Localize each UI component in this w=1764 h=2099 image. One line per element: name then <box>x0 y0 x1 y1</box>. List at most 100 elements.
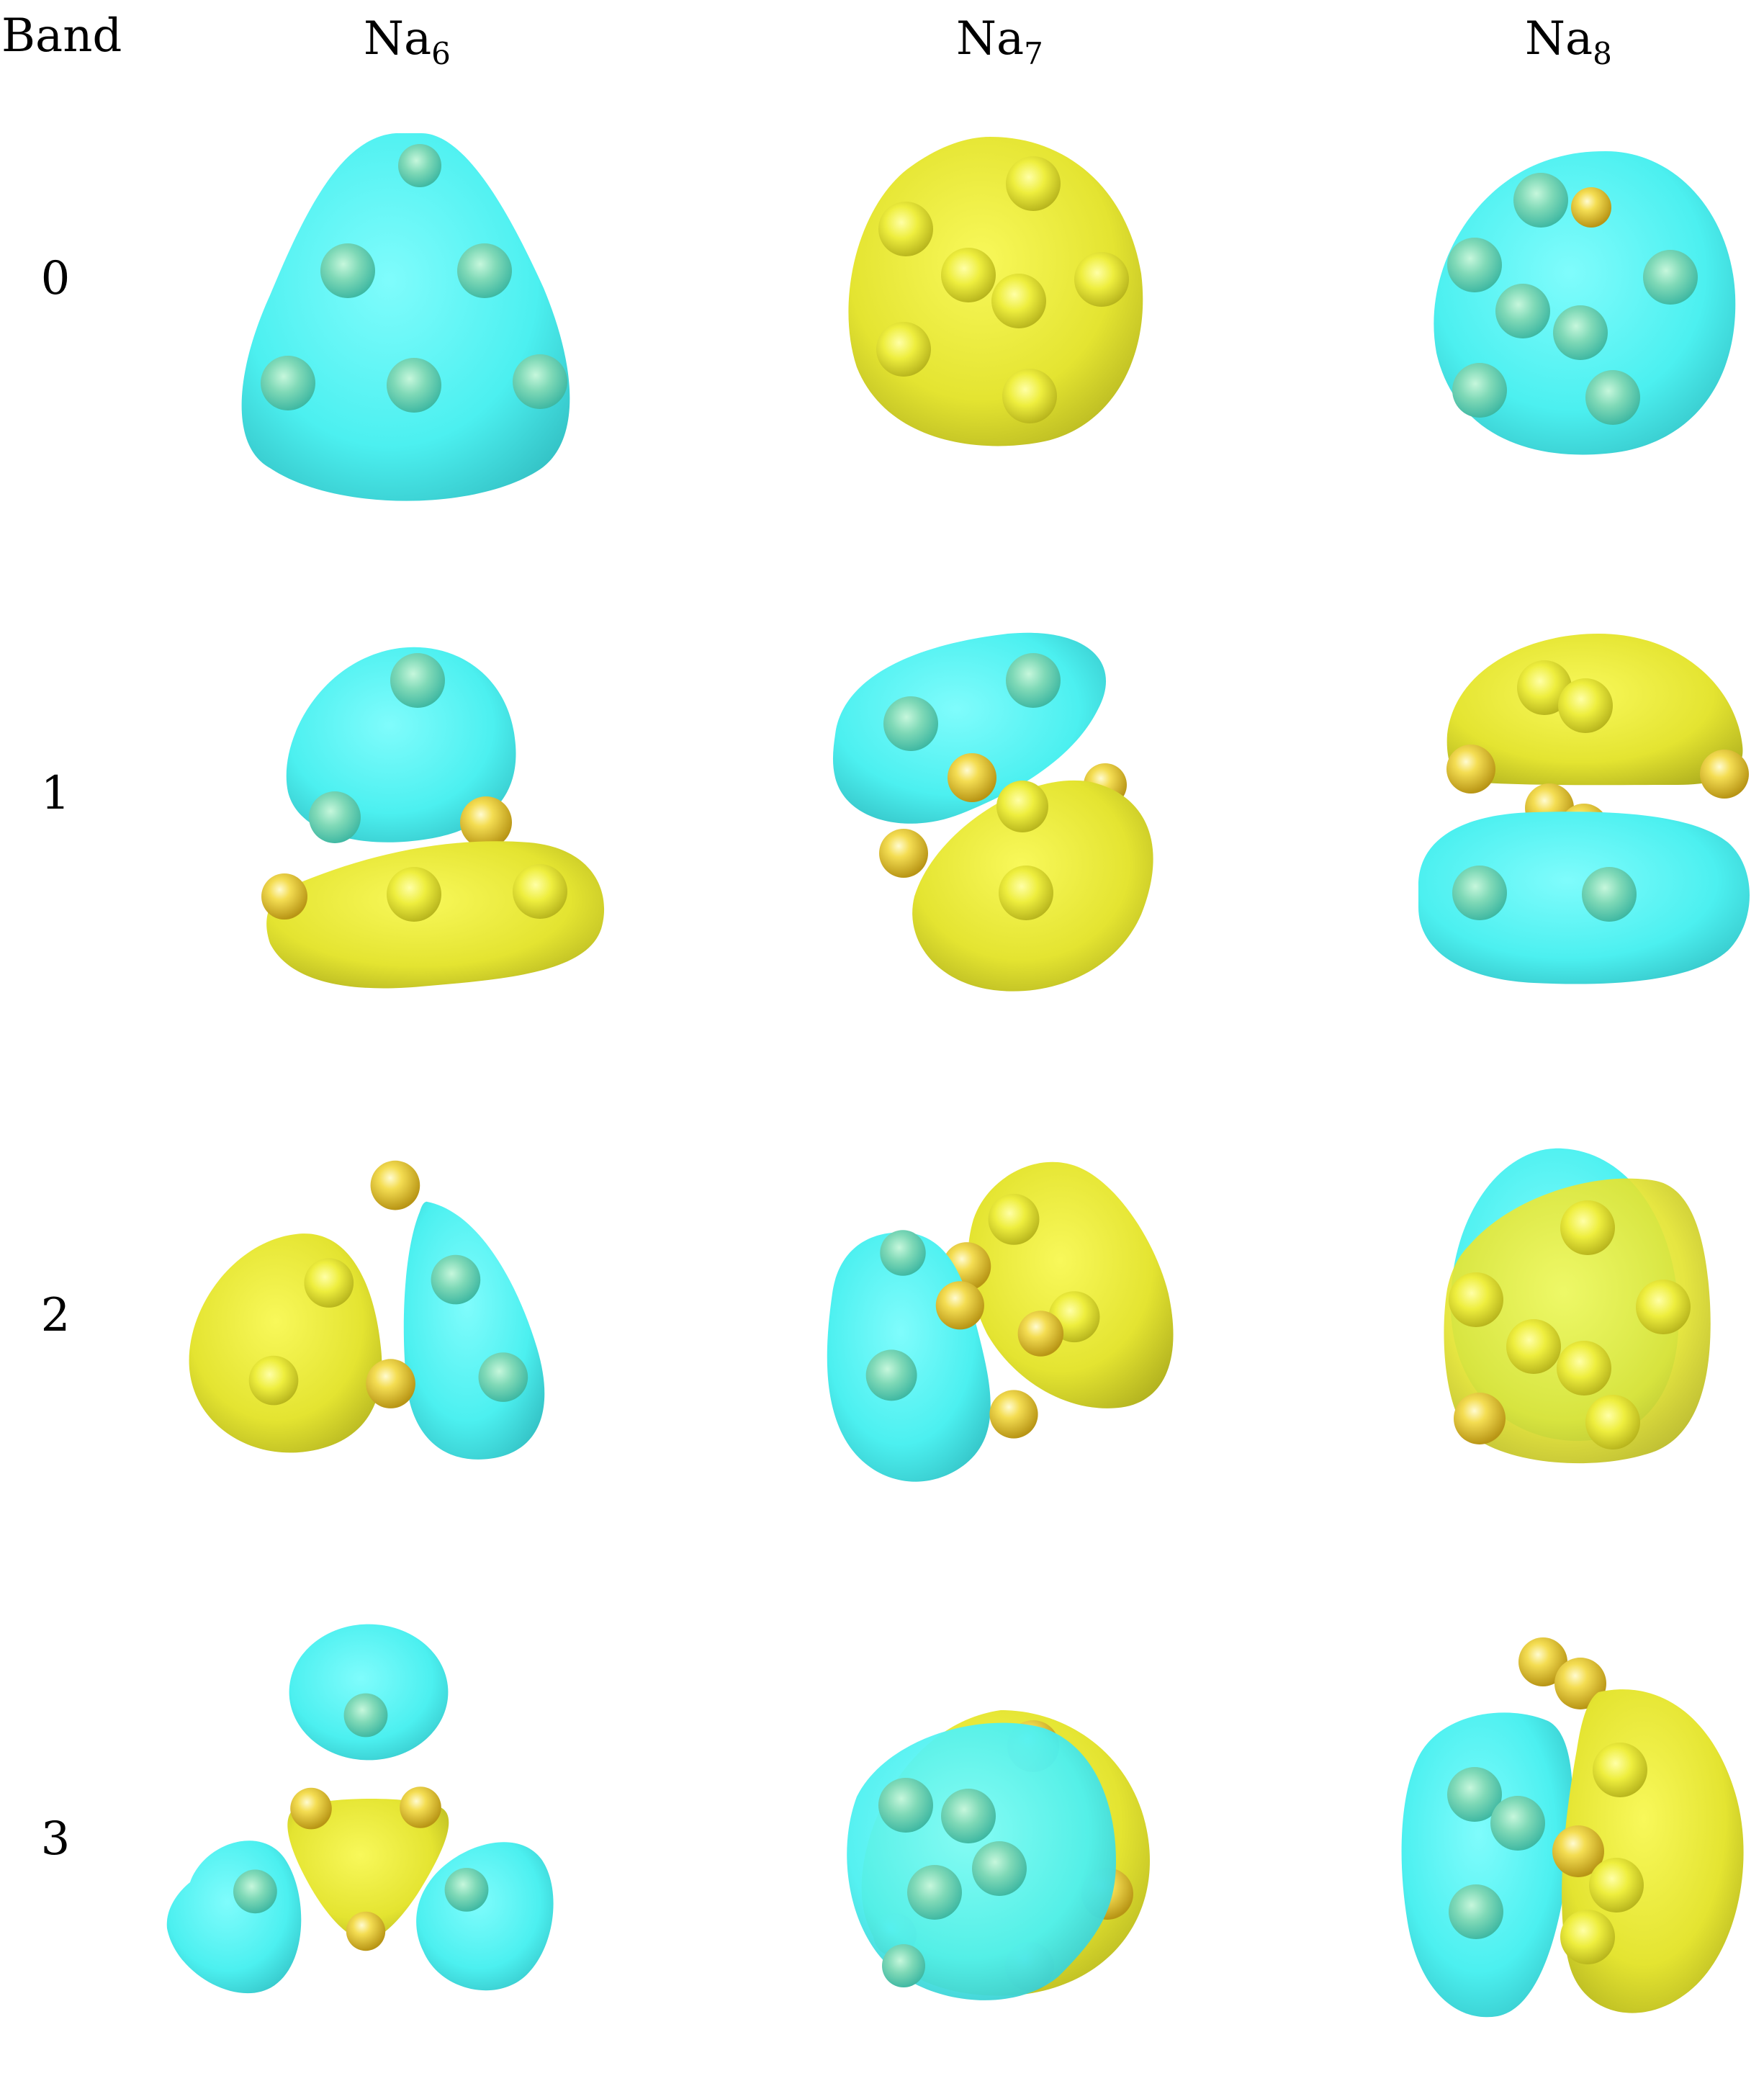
atom <box>248 1355 299 1406</box>
atom <box>883 696 938 751</box>
atom <box>935 1281 984 1330</box>
atom <box>865 1349 917 1401</box>
atom <box>1643 250 1698 305</box>
orbital-na8-band3 <box>1361 1635 1764 2095</box>
atom <box>513 864 567 919</box>
atom <box>1585 370 1640 425</box>
atom <box>1452 363 1507 418</box>
cyan-lobe <box>416 1842 554 1991</box>
cyan-lobe <box>1434 151 1736 455</box>
atom <box>261 873 307 920</box>
atom <box>290 1787 332 1830</box>
atom <box>1553 305 1608 360</box>
atom <box>996 781 1048 832</box>
atom <box>1006 156 1061 211</box>
row-label-band-1: 1 <box>40 767 71 820</box>
atom <box>320 243 375 298</box>
atom <box>1560 1200 1615 1255</box>
atom <box>1558 678 1613 733</box>
atom <box>1517 660 1572 715</box>
atom <box>1006 653 1061 708</box>
cyan-lobe <box>289 1624 449 1761</box>
column-header-na7: Na7 <box>956 12 1043 71</box>
cyan-lobe <box>241 133 570 501</box>
cyan-lobe <box>1401 1712 1573 2018</box>
atom <box>1446 745 1495 794</box>
atom <box>948 753 996 802</box>
atom <box>879 829 928 878</box>
atom <box>1593 1743 1647 1797</box>
atom <box>366 1359 415 1408</box>
atom <box>400 1786 441 1828</box>
atom <box>1490 1796 1545 1851</box>
orbital-na6-band1 <box>220 619 623 1080</box>
yellow-lobe <box>1444 1178 1711 1464</box>
orbital-na8-band0 <box>1390 108 1764 569</box>
atom <box>390 653 445 708</box>
cyan-lobe <box>166 1840 302 1994</box>
atom <box>304 1258 354 1308</box>
atom <box>233 1869 277 1914</box>
atom <box>387 867 441 922</box>
atom <box>513 354 567 409</box>
orbital-na8-band2 <box>1390 1131 1764 1591</box>
atom <box>1554 1658 1606 1709</box>
atom <box>989 1390 1038 1439</box>
atom <box>1449 1272 1503 1327</box>
atom <box>1074 252 1129 307</box>
atom <box>431 1254 481 1305</box>
orbital-na7-band3 <box>806 1638 1210 2099</box>
yellow-lobe <box>287 1799 449 1940</box>
atom <box>1557 1341 1611 1395</box>
atom <box>370 1160 420 1210</box>
column-header-na6: Na6 <box>364 12 451 71</box>
atom <box>941 248 996 302</box>
atom <box>460 796 512 848</box>
yellow-lobe <box>189 1233 382 1453</box>
atom <box>309 791 361 843</box>
atom <box>387 358 441 413</box>
band-column-header: Band <box>1 9 122 63</box>
atom <box>882 1944 925 1987</box>
orbital-na6-band2 <box>173 1131 576 1591</box>
atom <box>1582 867 1637 922</box>
atom <box>878 202 933 256</box>
cyan-lobe <box>403 1201 545 1460</box>
atom <box>880 1230 926 1276</box>
row-label-band-2: 2 <box>40 1289 71 1342</box>
atom <box>1506 1319 1561 1374</box>
atom <box>1452 866 1507 920</box>
atom <box>457 243 512 298</box>
atom <box>1552 1825 1604 1877</box>
atom <box>1589 1858 1644 1913</box>
atom <box>343 1693 388 1738</box>
orbital-na7-band1 <box>806 619 1210 1080</box>
atom <box>1449 1884 1503 1939</box>
atom <box>1454 1393 1506 1444</box>
atom <box>1447 1767 1502 1822</box>
atom <box>346 1911 386 1951</box>
atom <box>999 866 1053 920</box>
atom <box>1017 1311 1064 1357</box>
orbital-na6-band0 <box>220 108 623 569</box>
orbital-na7-band2 <box>792 1123 1195 1584</box>
atom <box>876 322 931 377</box>
atom <box>991 274 1046 328</box>
atom <box>478 1352 528 1402</box>
orbital-na7-band0 <box>806 108 1210 569</box>
atom <box>444 1868 489 1912</box>
row-label-band-0: 0 <box>40 252 71 305</box>
atom <box>1560 1910 1615 1964</box>
atom <box>1636 1280 1691 1334</box>
atom <box>398 144 441 187</box>
atom <box>878 1778 933 1833</box>
atom <box>1513 173 1568 228</box>
atom <box>972 1841 1027 1896</box>
atom <box>1700 750 1749 799</box>
orbital-na6-band3 <box>158 1577 562 2038</box>
atom <box>1518 1637 1567 1686</box>
atom <box>1447 238 1502 292</box>
atom <box>1495 284 1550 338</box>
atom <box>1585 1395 1640 1449</box>
orbital-na8-band1 <box>1390 619 1764 1080</box>
